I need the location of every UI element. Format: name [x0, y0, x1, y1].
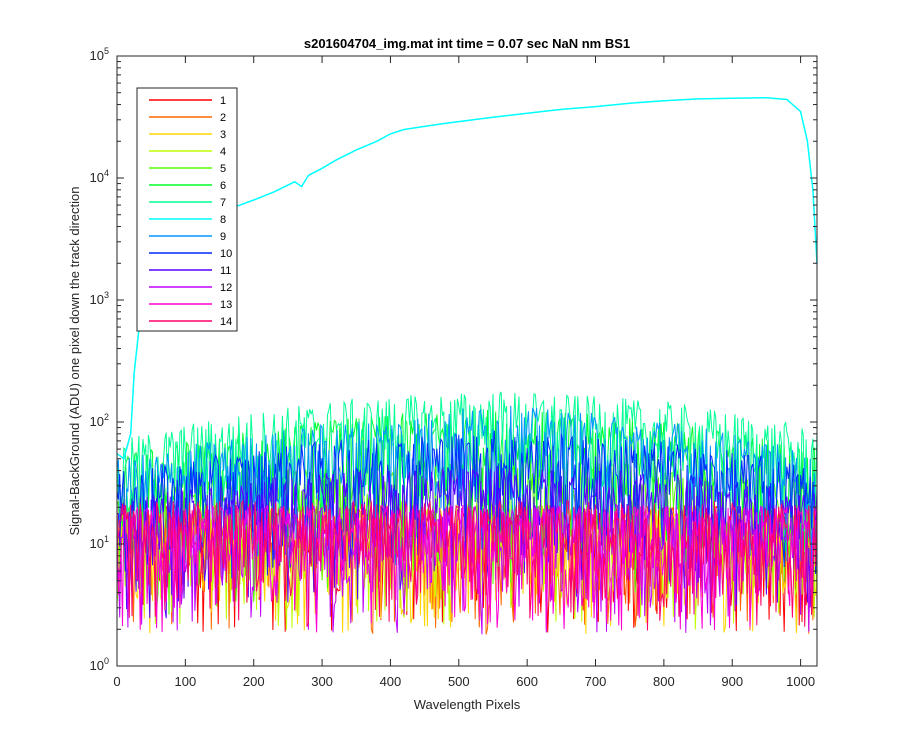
legend-label-10: 10 — [220, 248, 232, 260]
x-tick-label: 1000 — [786, 674, 815, 689]
x-tick-label: 900 — [721, 674, 743, 689]
y-tick-label: 103 — [90, 290, 109, 307]
x-tick-label: 200 — [243, 674, 265, 689]
y-tick-label: 101 — [90, 534, 109, 551]
y-tick-label: 102 — [90, 412, 109, 429]
y-axis-label: Signal-BackGround (ADU) one pixel down t… — [67, 186, 82, 535]
legend-label-5: 5 — [220, 163, 226, 175]
legend-label-6: 6 — [220, 180, 226, 192]
x-tick-label: 300 — [311, 674, 333, 689]
legend-label-12: 12 — [220, 282, 232, 294]
legend-label-7: 7 — [220, 197, 226, 209]
series-line-11 — [116, 465, 818, 619]
x-tick-label: 400 — [380, 674, 402, 689]
legend-label-4: 4 — [220, 146, 226, 158]
x-tick-label: 0 — [113, 674, 120, 689]
y-tick-label: 105 — [90, 46, 109, 63]
x-tick-label: 600 — [516, 674, 538, 689]
series-line-9 — [116, 405, 818, 573]
legend-label-8: 8 — [220, 214, 226, 226]
plot-frame — [116, 55, 818, 667]
legend-label-13: 13 — [220, 299, 232, 311]
x-tick-label: 800 — [653, 674, 675, 689]
legend-label-11: 11 — [220, 265, 231, 277]
x-tick-label: 100 — [175, 674, 197, 689]
x-tick-label: 500 — [448, 674, 470, 689]
x-tick-label: 700 — [585, 674, 607, 689]
legend-box — [136, 87, 238, 332]
legend-label-2: 2 — [220, 112, 226, 124]
series-layer — [116, 96, 818, 635]
legend-label-1: 1 — [220, 95, 226, 107]
y-tick-label: 100 — [90, 656, 109, 673]
legend-label-9: 9 — [220, 231, 226, 243]
series-line-10 — [116, 430, 818, 585]
series-line-14 — [116, 499, 818, 631]
x-axis-ticks: 0 100 200 300 400 500 600 700 800 900 1000 — [113, 56, 815, 689]
chart-title: s201604704_img.mat int time = 0.07 sec N… — [304, 36, 630, 51]
y-tick-label: 104 — [90, 168, 109, 185]
legend-label-14: 14 — [220, 316, 232, 328]
legend-label-3: 3 — [220, 129, 226, 141]
x-axis-label: Wavelength Pixels — [414, 697, 521, 712]
